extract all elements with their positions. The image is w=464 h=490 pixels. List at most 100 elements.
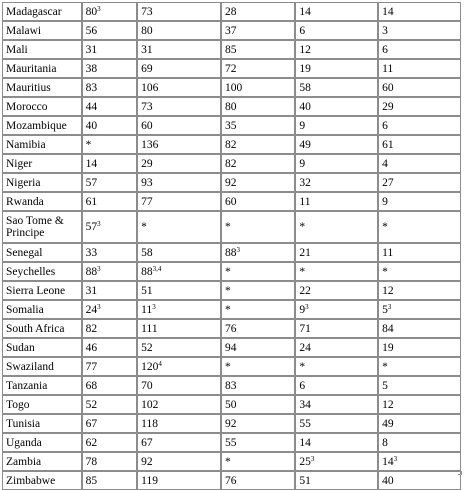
country-name-cell: Nigeria [2,173,82,192]
value-cell-col-2: 31 [137,40,221,59]
value-cell-col-4: 14 [295,433,379,452]
value-cell-col-2: 93 [137,173,221,192]
footnote-marker: 3 [393,454,398,463]
country-name-cell: Zimbabwe [2,471,82,490]
cell-value: 46 [85,341,98,354]
cell-value: 82 [85,322,98,335]
cell-value: 55 [225,436,237,449]
cell-value: 14 [85,157,98,170]
cell-value: 11 [382,62,394,75]
cell-value: 136 [141,138,159,151]
resize-grip-icon [458,471,462,475]
cell-value: 68 [85,379,98,392]
cell-value: 52 [85,398,98,411]
cell-value: 34 [299,398,311,411]
cell-value: 52 [141,341,153,354]
cell-value: 60 [141,119,153,132]
table-row: Mauritius 83 106 100 58 60 [2,78,461,97]
cell-value: 58 [141,246,153,259]
value-cell-col-4: * [295,357,379,376]
country-name-cell: Rwanda [2,192,82,211]
value-cell-col-1: * [81,135,138,154]
value-cell-col-5: 6 [378,116,461,135]
value-cell-col-4: 9 [295,116,379,135]
cell-value: 119 [141,474,158,487]
value-cell-col-5: 8 [378,433,461,452]
value-cell-col-4: 24 [295,338,379,357]
cell-value: 92 [141,455,153,468]
cell-value: 88 [141,265,153,278]
value-cell-col-3: 76 [221,471,296,490]
footnote-marker: 3 [97,4,101,13]
cell-value: 31 [85,43,98,56]
cell-value: 35 [225,119,237,132]
cell-value: 9 [382,195,388,208]
value-cell-col-5: 19 [378,338,461,357]
value-cell-col-1: 57 [81,173,138,192]
country-name-cell: Sierra Leone [2,281,82,300]
value-cell-col-2: 111 [137,319,221,338]
value-cell-col-3: * [221,357,296,376]
cell-value: * [225,221,231,233]
country-name-cell: Togo [2,395,82,414]
value-cell-col-2: 92 [137,452,221,471]
cell-value: 19 [382,341,394,354]
value-cell-col-2: 60 [137,116,221,135]
footnote-marker: 3 [97,264,101,273]
cell-value: 12 [299,43,311,56]
country-name-cell: Somalia [2,300,82,319]
cell-value: 51 [299,474,311,487]
value-cell-col-4: 11 [295,192,379,211]
cell-value: 70 [141,379,153,392]
cell-value: 6 [299,24,306,37]
value-cell-col-5: 40 [378,471,461,490]
value-cell-col-3: 80 [221,97,296,116]
cell-value: 61 [382,138,394,151]
footnote-marker: 3 [97,302,101,311]
table-row: Seychelles 883 883,4 * * * [2,262,461,281]
country-name-cell: Malawi [2,21,82,40]
cell-value: * [299,360,306,373]
value-cell-col-5: 11 [378,59,461,78]
cell-value: 62 [85,436,98,449]
cell-value: 60 [382,81,394,94]
value-cell-col-5: * [378,262,461,281]
value-cell-col-4: 51 [295,471,379,490]
table-row: Zambia 78 92 * 253 143 [2,452,461,471]
value-cell-col-4: * [295,262,379,281]
value-cell-col-3: 94 [221,338,296,357]
table-row: Malawi 56 80 37 6 3 [2,21,461,40]
cell-value: * [299,265,306,278]
cell-value: 67 [141,436,153,449]
cell-value: * [382,265,388,278]
cell-value: 77 [141,195,153,208]
table-row: Morocco 44 73 80 40 29 [2,97,461,116]
cell-value: 50 [225,398,237,411]
cell-value: 49 [382,417,394,430]
value-cell-col-1: 803 [81,2,138,21]
value-cell-col-3: * [221,262,296,281]
cell-value: 33 [85,246,98,259]
cell-value: 32 [299,176,311,189]
cell-value: 88 [225,246,237,259]
cell-value: 38 [85,62,98,75]
cell-value: 85 [85,474,98,487]
cell-value: * [225,360,231,373]
value-cell-col-1: 52 [81,395,138,414]
cell-value: 69 [141,62,153,75]
country-name-cell: Namibia [2,135,82,154]
value-cell-col-5: 12 [378,281,461,300]
value-cell-col-3: 28 [221,2,296,21]
value-cell-col-5: 53 [378,300,461,319]
value-cell-col-1: 243 [81,300,138,319]
country-name-cell: Mauritius [2,78,82,97]
cell-value: 24 [85,303,98,316]
value-cell-col-1: 33 [81,243,138,262]
table-row: Tanzania 68 70 83 6 5 [2,376,461,395]
cell-value: 55 [299,417,311,430]
value-cell-col-1: 62 [81,433,138,452]
footnote-marker: 3 [236,245,241,254]
table-row: Sao Tome & Principe 573 * * * * [2,211,461,243]
value-cell-col-2: 52 [137,338,221,357]
